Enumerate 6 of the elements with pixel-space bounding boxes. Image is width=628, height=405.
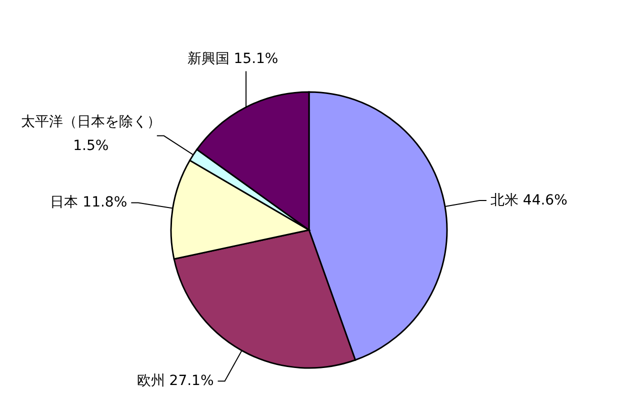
- slice-label: 欧州 27.1%: [136, 373, 214, 390]
- data-label: 1.5%: [73, 138, 109, 154]
- slice-label: 新興国 15.1%: [187, 51, 278, 68]
- slice-label: 北米 44.6%: [490, 192, 568, 209]
- slice-label: 日本 11.8%: [50, 194, 128, 211]
- slice-label: 太平洋（日本を除く）: [20, 114, 161, 130]
